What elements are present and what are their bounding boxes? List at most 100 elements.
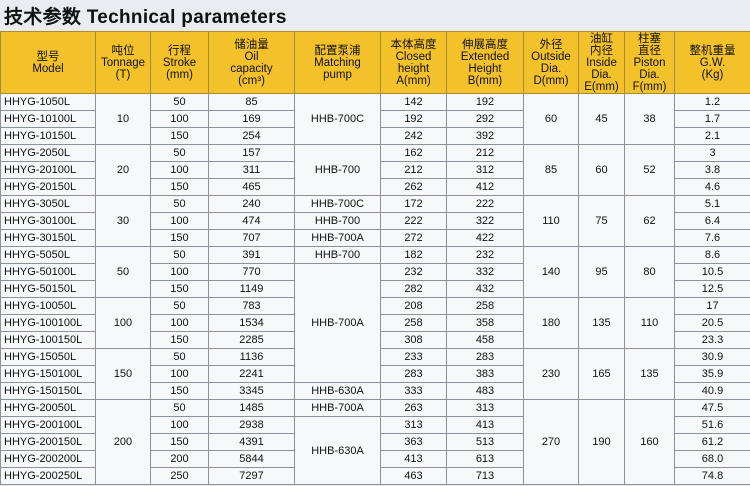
stroke-cell: 250 [150,467,209,485]
extended-height-cell: 413 [446,416,524,434]
header-line: 直径 [638,44,661,57]
closed-height-cell: 413 [380,450,447,468]
table-body: HHYG-1050L 10 50 85 HHB-700C 142 192 60 45 38 1.2 H… [0,93,750,485]
inside-dia-cell: 45 [578,93,625,145]
oil-capacity-cell: 2938 [208,416,295,434]
extended-height-cell: 383 [446,365,524,383]
header-line: (cm³) [238,74,265,87]
header-line: Matching [314,56,361,69]
weight-cell: 35.9 [674,365,750,383]
page-title: 技术参数 Technical parameters [4,7,287,28]
oil-capacity-cell: 240 [208,195,295,213]
header-cell: 伸展高度 Extended Height B(mm) [446,31,524,94]
piston-dia-cell: 62 [624,195,675,247]
stroke-cell: 150 [150,433,209,451]
header-cell: 配置泵浦 Matching pump [294,31,381,94]
header-line: 外径 [539,38,563,51]
tonnage-cell: 30 [95,195,151,247]
model-cell: HHYG-1050L [0,93,96,111]
pump-cell: HHB-700C [294,195,381,213]
weight-cell: 47.5 [674,399,750,417]
pump-cell: HHB-630A [294,382,381,400]
closed-height-cell: 212 [380,161,447,179]
header-line: D(mm) [533,74,569,87]
header-line: F(mm) [632,80,667,93]
closed-height-cell: 263 [380,399,447,417]
weight-cell: 3 [674,144,750,162]
header-cell: 储油量 Oil capacity (cm³) [208,31,295,94]
piston-dia-cell: 110 [624,297,675,349]
oil-capacity-cell: 1485 [208,399,295,417]
extended-height-cell: 258 [446,297,524,315]
header-line: B(mm) [467,74,503,87]
pump-cell: HHB-630A [294,416,381,485]
stroke-cell: 100 [150,212,209,230]
model-cell: HHYG-200250L [0,467,96,485]
header-line: Extended [460,50,510,63]
extended-height-cell: 412 [446,178,524,196]
data-row: HHYG-3050L 30 50 240 HHB-700C 172 222 110 75 62 5.… [0,195,750,247]
extended-height-cell: 322 [446,212,524,230]
extended-height-cell: 483 [446,382,524,400]
pump-cell: HHB-700A [294,263,381,383]
extended-height-cell: 432 [446,280,524,298]
piston-dia-cell: 160 [624,399,675,485]
oil-capacity-cell: 707 [208,229,295,247]
header-row: 型号 Model 吨位 Tonnage (T) 行程 Stroke (mm) 储油量 Oil cap… [0,31,750,94]
oil-capacity-cell: 5844 [208,450,295,468]
stroke-cell: 100 [150,263,209,281]
oil-capacity-cell: 770 [208,263,295,281]
outside-dia-cell: 110 [523,195,579,247]
closed-height-cell: 333 [380,382,447,400]
header-line: A(mm) [396,74,431,87]
model-cell: HHYG-200150L [0,433,96,451]
outside-dia-cell: 230 [523,348,579,400]
pump-cell: HHB-700 [294,144,381,196]
extended-height-cell: 332 [446,263,524,281]
data-row: HHYG-1050L 10 50 85 HHB-700C 142 192 60 45 38 1.2 [0,93,750,145]
header-line: 柱塞 [638,32,661,45]
oil-capacity-cell: 1136 [208,348,295,366]
pump-cell: HHB-700 [294,246,381,264]
weight-cell: 3.8 [674,161,750,179]
stroke-cell: 50 [150,399,209,417]
tonnage-cell: 20 [95,144,151,196]
closed-height-cell: 208 [380,297,447,315]
model-cell: HHYG-3050L [0,195,96,213]
data-row: HHYG-200200L 200 5844 413 613 68.0 [0,450,750,468]
weight-cell: 23.3 [674,331,750,349]
stroke-cell: 150 [150,331,209,349]
weight-cell: 68.0 [674,450,750,468]
header-line: (Kg) [701,68,724,81]
header-line: 吨位 [111,44,135,57]
header-cell: 本体高度 Closed height A(mm) [380,31,447,94]
stroke-cell: 100 [150,110,209,128]
weight-cell: 51.6 [674,416,750,434]
model-cell: HHYG-30100L [0,212,96,230]
header-line: Stroke [162,56,197,69]
data-row: HHYG-200150L 150 4391 363 513 61.2 [0,433,750,451]
extended-height-cell: 422 [446,229,524,247]
extended-height-cell: 292 [446,110,524,128]
header-line: Outside Dia. [531,50,571,75]
data-row: HHYG-200100L 100 2938 HHB-630A 313 413 51.6 [0,416,750,485]
stroke-cell: 50 [150,144,209,162]
header-line: Tonnage [100,56,146,69]
oil-capacity-cell: 3345 [208,382,295,400]
closed-height-cell: 282 [380,280,447,298]
data-row: HHYG-50150L 150 1149 282 432 12.5 [0,280,750,298]
piston-dia-cell: 80 [624,246,675,298]
outside-dia-cell: 60 [523,93,579,145]
header-cell: 行程 Stroke (mm) [150,31,209,94]
extended-height-cell: 458 [446,331,524,349]
model-cell: HHYG-20150L [0,178,96,196]
header-line: Closed [395,50,432,63]
data-row: HHYG-200250L 250 7297 463 713 74.8 [0,467,750,485]
header-line: 配置泵浦 [314,44,361,57]
weight-cell: 30.9 [674,348,750,366]
stroke-cell: 100 [150,314,209,332]
stroke-cell: 100 [150,416,209,434]
weight-cell: 74.8 [674,467,750,485]
data-row: HHYG-20150L 150 465 262 412 4.6 [0,178,750,196]
weight-cell: 20.5 [674,314,750,332]
